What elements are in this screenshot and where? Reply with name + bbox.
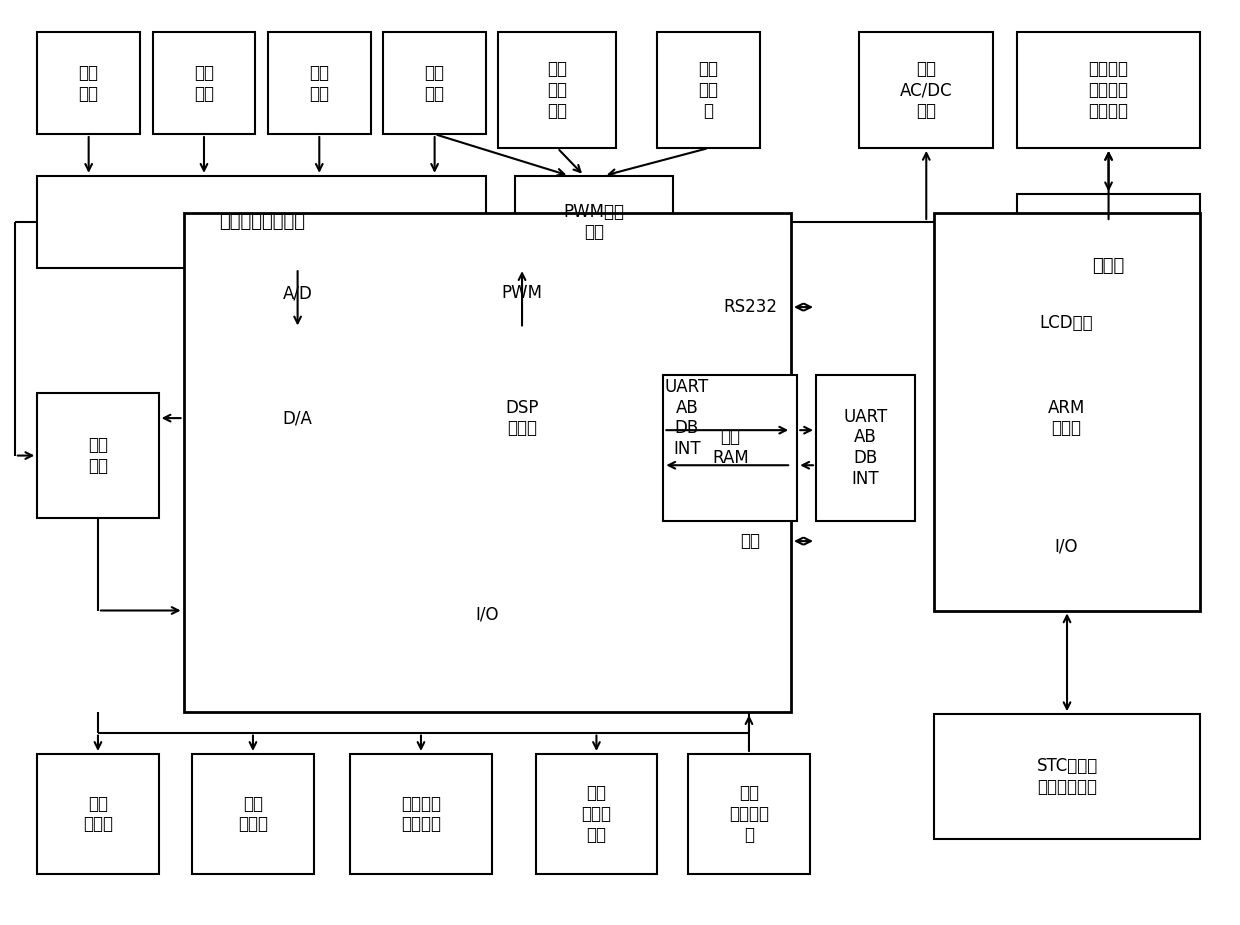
Bar — [37, 176, 486, 268]
Bar — [153, 32, 255, 134]
Text: 开关信号
控制电路: 开关信号 控制电路 — [401, 795, 441, 833]
Text: 双向
AC/DC
模块: 双向 AC/DC 模块 — [900, 60, 952, 120]
Text: RS232: RS232 — [723, 298, 777, 316]
Bar — [934, 213, 1200, 610]
Bar — [184, 213, 791, 712]
Bar — [663, 375, 797, 521]
Bar — [37, 32, 140, 134]
Text: D/A: D/A — [283, 409, 312, 427]
Text: 高压
母线: 高压 母线 — [309, 64, 330, 103]
Text: 烟雾
报警器模
块: 烟雾 报警器模 块 — [729, 784, 769, 844]
Text: PWM: PWM — [501, 284, 543, 302]
Text: STC单片机
一线触摸模块: STC单片机 一线触摸模块 — [1037, 758, 1097, 796]
Bar — [688, 754, 810, 874]
Bar — [515, 176, 673, 268]
Bar — [268, 32, 371, 134]
Text: 温度
传感器
模块: 温度 传感器 模块 — [582, 784, 611, 844]
Text: 交流
电流: 交流 电流 — [78, 64, 99, 103]
Text: 直流
母线
电压: 直流 母线 电压 — [547, 60, 568, 120]
Text: 电池
包电
压: 电池 包电 压 — [698, 60, 719, 120]
Bar — [657, 32, 760, 148]
Text: ARM
控制器: ARM 控制器 — [1048, 399, 1085, 438]
Text: 双口
RAM: 双口 RAM — [712, 428, 749, 467]
Text: LCD接口: LCD接口 — [1039, 314, 1094, 332]
Bar — [37, 754, 159, 874]
Text: 直流
继电器: 直流 继电器 — [83, 795, 113, 833]
Bar — [192, 754, 314, 874]
Text: 交流
电压: 交流 电压 — [193, 64, 215, 103]
Bar — [498, 32, 616, 148]
Text: 交流
继电器: 交流 继电器 — [238, 795, 268, 833]
Text: UART
AB
DB
INT: UART AB DB INT — [843, 408, 888, 487]
Text: UART
AB
DB
INT: UART AB DB INT — [665, 378, 709, 458]
Text: 电池包: 电池包 — [1092, 257, 1125, 275]
Text: 运放
信号: 运放 信号 — [88, 437, 108, 475]
Bar — [536, 754, 657, 874]
Bar — [934, 714, 1200, 839]
Text: 推挽全桥
双向直流
变换模块: 推挽全桥 双向直流 变换模块 — [1089, 60, 1128, 120]
Bar — [859, 32, 993, 148]
Text: 直流
电流: 直流 电流 — [424, 64, 445, 103]
Bar — [1017, 194, 1200, 338]
Bar — [383, 32, 486, 134]
Text: I/O: I/O — [1055, 537, 1078, 556]
Text: I/O: I/O — [476, 605, 498, 623]
Text: 模拟信号采集模块: 模拟信号采集模块 — [218, 213, 305, 231]
Text: DSP
控制器: DSP 控制器 — [505, 399, 539, 438]
Text: 中断: 中断 — [740, 532, 760, 550]
Bar — [37, 393, 159, 518]
Bar — [816, 375, 915, 521]
Bar — [350, 754, 492, 874]
Text: A/D: A/D — [283, 284, 312, 302]
Text: PWM驱动
电路: PWM驱动 电路 — [563, 203, 625, 241]
Bar — [1017, 32, 1200, 148]
